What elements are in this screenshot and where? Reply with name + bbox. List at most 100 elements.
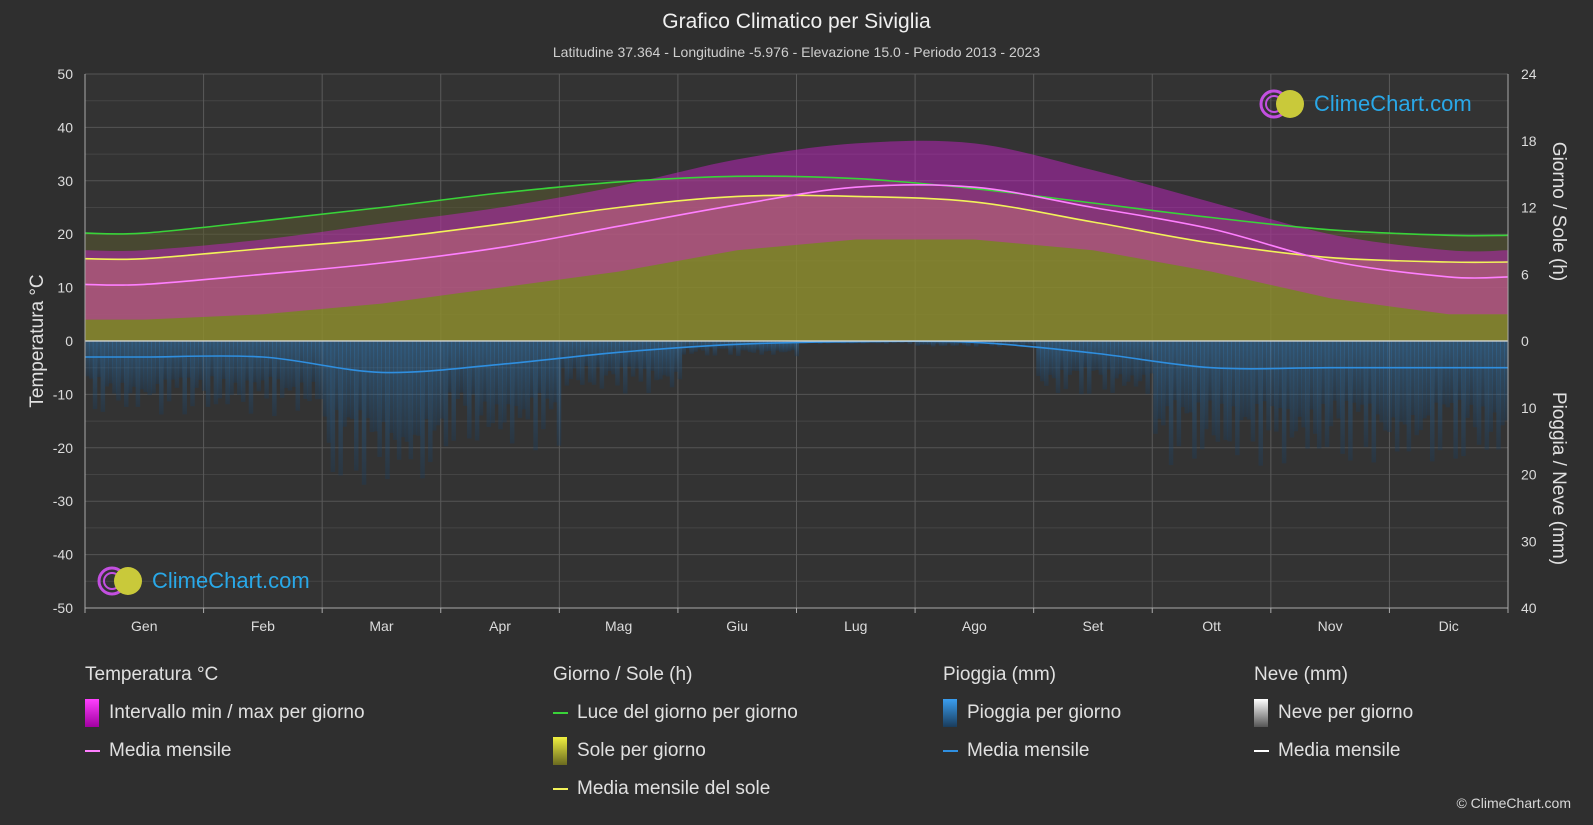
rain-bar (743, 341, 749, 351)
rain-bar (1313, 341, 1318, 434)
rain-bar (1024, 341, 1030, 345)
rain-bar (931, 341, 936, 347)
left-tick-label: -30 (53, 493, 73, 509)
legend-item: Pioggia per giorno (943, 699, 1122, 727)
rain-bar (463, 341, 468, 406)
rain-bar (155, 341, 160, 384)
legend-swatch (85, 699, 99, 727)
month-label: Ago (962, 618, 987, 634)
rain-bar (775, 341, 780, 351)
rain-bar (256, 341, 262, 392)
rain-bar (1055, 341, 1061, 394)
rain-bar (217, 341, 223, 399)
rain-bar (1437, 341, 1443, 451)
rain-bar (1461, 341, 1466, 457)
rain-bar (642, 341, 648, 369)
rain-bar (342, 341, 347, 427)
rain-bar (1192, 341, 1197, 459)
rain-bar (712, 341, 718, 356)
rain-bar (396, 341, 402, 460)
rain-bar (1398, 341, 1404, 422)
rain-bar (159, 341, 164, 415)
logo-text: ClimeChart.com (1314, 91, 1472, 116)
rain-bar (1114, 341, 1119, 379)
rain-bar (498, 341, 503, 430)
rain-bar (1231, 341, 1236, 407)
rain-bar (919, 341, 924, 345)
rain-bar (1367, 341, 1373, 404)
rain-bar (369, 341, 375, 433)
rain-bar (451, 341, 456, 441)
rain-bar (1332, 341, 1338, 401)
climate-chart: 50 40 30 20 10 0 -10 -20 -30 -40 -50 24 18 12 6 0 10 20 30… (27, 66, 1569, 634)
rain-bar (1028, 341, 1033, 346)
rain-bar (1246, 341, 1252, 420)
rain-bar (1001, 341, 1006, 345)
rain-bar (1196, 341, 1201, 403)
rain-bar (178, 341, 184, 378)
rain-bar (1387, 341, 1392, 433)
rain-bar (697, 341, 702, 350)
rain-bar (1254, 341, 1260, 405)
rain-bar (619, 341, 624, 368)
rain-bar (1328, 341, 1334, 427)
rain-bar (346, 341, 351, 418)
rain-bar (634, 341, 640, 369)
rain-bar (412, 341, 417, 435)
rain-bar (884, 341, 889, 345)
legend-item: Sole per giorno (553, 737, 798, 765)
legend-item: Media mensile (1254, 738, 1413, 764)
rain-bar (1418, 341, 1423, 431)
rain-bar (112, 341, 117, 394)
rain-bar (1047, 341, 1053, 375)
legend-label: Media mensile del sole (577, 778, 771, 799)
rain-bar (786, 341, 792, 352)
rain-bar (1153, 341, 1158, 434)
rain-bar (1472, 341, 1478, 428)
rain-bar (739, 341, 745, 351)
rain-bar (892, 341, 897, 344)
rain-bar (587, 341, 593, 383)
rain-bar (490, 341, 495, 424)
rain-bar (373, 341, 378, 432)
rain-bar (1426, 341, 1431, 416)
rain-bar (182, 341, 187, 415)
month-label: Giu (726, 618, 748, 634)
rain-bar (1250, 341, 1256, 442)
rain-bar (1079, 341, 1084, 395)
rain-bar (291, 341, 297, 387)
rain-bar (650, 341, 655, 371)
rain-bar (790, 341, 796, 351)
rain-bar (85, 341, 90, 377)
right-axis-title-top: Giorno / Sole (h) (1548, 142, 1569, 281)
month-label: Set (1082, 618, 1103, 634)
rain-bar (1211, 341, 1217, 436)
rain-bar (1184, 341, 1189, 414)
rain-bar (1219, 341, 1224, 404)
rain-bar (428, 341, 433, 463)
rain-bar (1005, 341, 1010, 346)
rain-bar (354, 341, 359, 471)
legend-heading: Temperatura °C (85, 664, 219, 685)
rain-bar (623, 341, 628, 394)
rain-bar (1430, 341, 1435, 462)
rain-bar (143, 341, 148, 393)
rain-bar (1375, 341, 1380, 415)
rain-bar (1137, 341, 1143, 382)
rain-bar (1402, 341, 1408, 425)
month-label: Ott (1202, 618, 1221, 634)
rain-bar (626, 341, 632, 367)
rain-bar (1394, 341, 1400, 452)
rain-bar (658, 341, 663, 380)
rain-bar (1383, 341, 1388, 431)
rain-bar (201, 341, 207, 391)
rain-bar (1168, 341, 1174, 466)
legend-label: Pioggia per giorno (967, 702, 1122, 723)
rain-bar (88, 341, 94, 379)
legend-heading: Pioggia (mm) (943, 664, 1056, 685)
rain-bar (1067, 341, 1072, 375)
rain-bar (151, 341, 156, 394)
sunshine-area (85, 195, 1508, 341)
left-tick-label: 0 (65, 333, 73, 349)
rain-bar (135, 341, 141, 407)
